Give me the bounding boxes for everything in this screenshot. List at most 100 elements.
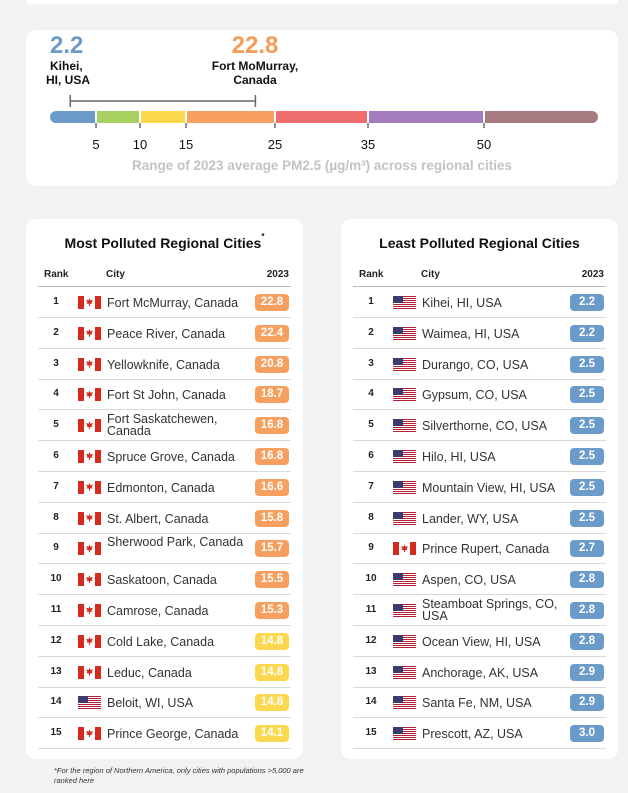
- table-row: 2 Waimea, HI, USA 2.2: [353, 318, 606, 349]
- pm25-value-badge: 2.5: [570, 448, 604, 465]
- scale-segment: [50, 111, 96, 123]
- pm25-value-badge: 16.8: [255, 448, 289, 465]
- most-polluted-title: Most Polluted Regional Cities*: [64, 232, 265, 251]
- table-row: 3 Durango, CO, USA 2.5: [353, 349, 606, 380]
- table-row: 12 Ocean View, HI, USA 2.8: [353, 626, 606, 657]
- table-row: 5 Silverthorne, CO, USA 2.5: [353, 410, 606, 442]
- city-cell: Waimea, HI, USA: [422, 326, 520, 341]
- table-row: 14 Santa Fe, NM, USA 2.9: [353, 687, 606, 719]
- usa-flag-icon: [393, 296, 416, 309]
- canada-flag-icon: [78, 388, 101, 402]
- city-cell: St. Albert, Canada: [107, 511, 209, 526]
- pm25-value-badge: 2.5: [570, 478, 604, 496]
- city-cell: Peace River, Canada: [107, 326, 226, 341]
- pm25-value-badge: 2.5: [570, 386, 604, 404]
- canada-flag-icon: [78, 511, 101, 525]
- usa-flag-icon: [393, 604, 416, 617]
- canada-flag-icon: [78, 634, 101, 648]
- range-max-value: 22.8: [232, 32, 279, 59]
- city-cell: Aspen, CO, USA: [422, 573, 516, 588]
- rank-cell: 7: [53, 480, 59, 492]
- scale-bar: [50, 111, 598, 123]
- table-row: 4 Fort St John, Canada 18.7: [38, 379, 291, 411]
- rank-cell: 8: [368, 511, 374, 523]
- rank-cell: 5: [53, 419, 59, 431]
- rank-cell: 9: [368, 542, 374, 554]
- city-cell: Gypsum, CO, USA: [422, 388, 527, 403]
- pm25-value-badge: 16.8: [255, 417, 289, 435]
- rank-cell: 6: [368, 450, 374, 461]
- scale-segment: [96, 111, 140, 123]
- city-cell: Hilo, HI, USA: [422, 450, 496, 464]
- scale-segment: [186, 111, 275, 123]
- city-cell: Durango, CO, USA: [422, 357, 529, 372]
- usa-flag-icon: [393, 665, 416, 679]
- usa-flag-icon: [393, 634, 416, 648]
- rank-cell: 8: [53, 511, 59, 523]
- table-row: 2 Peace River, Canada 22.4: [38, 318, 291, 349]
- city-cell: Prince Rupert, Canada: [422, 542, 550, 557]
- rank-cell: 12: [50, 634, 62, 646]
- canada-flag-icon: [78, 573, 101, 587]
- scale-tick-label: 35: [361, 137, 375, 152]
- range-min-value: 2.2: [50, 32, 83, 59]
- rank-cell: 13: [365, 665, 377, 677]
- year-header: 2023: [581, 269, 604, 280]
- table-row: 3 Yellowknife, Canada 20.8: [38, 349, 291, 380]
- pm25-value-badge: 22.4: [255, 324, 289, 342]
- city-cell: Beloit, WI, USA: [107, 696, 194, 711]
- rank-cell: 15: [50, 727, 62, 739]
- rank-cell: 15: [365, 727, 377, 739]
- city-cell: Cold Lake, Canada: [107, 634, 215, 649]
- table-row: 1 Kihei, HI, USA 2.2: [353, 287, 606, 318]
- rank-cell: 14: [365, 696, 377, 708]
- table-row: 5 Fort Saskatchewen, Canada 16.8: [38, 410, 291, 442]
- range-max-city: Fort MoMurray,: [212, 59, 298, 73]
- table-row: 9 Prince Rupert, Canada 2.7: [353, 533, 606, 565]
- table-row: 7 Edmonton, Canada 16.6: [38, 472, 291, 503]
- city-cell: Saskatoon, Canada: [107, 573, 217, 588]
- header-divider: [38, 286, 291, 287]
- pm25-value-badge: 2.9: [570, 694, 604, 712]
- table-row: 10 Aspen, CO, USA 2.8: [353, 564, 606, 596]
- canada-flag-icon: [78, 357, 101, 371]
- most-polluted-card: Most Polluted Regional Cities* Rank City…: [26, 219, 303, 759]
- canada-flag-icon: [78, 326, 101, 340]
- canada-flag-icon: [78, 604, 101, 617]
- rank-cell: 10: [50, 573, 62, 585]
- city-cell: Spruce Grove, Canada: [107, 450, 235, 464]
- table-row: 8 St. Albert, Canada 15.8: [38, 503, 291, 534]
- city-cell: Santa Fe, NM, USA: [422, 696, 532, 711]
- table-row: 9 Sherwood Park, Canada 15.7: [38, 533, 291, 565]
- pm25-value-badge: 20.8: [255, 355, 289, 373]
- usa-flag-icon: [393, 450, 416, 463]
- pm25-value-badge: 2.8: [570, 632, 604, 650]
- rank-cell: 1: [368, 296, 374, 307]
- pm25-value-badge: 2.8: [570, 571, 604, 589]
- city-cell: Fort Saskatchewen, Canada: [107, 412, 218, 439]
- city-cell: Kihei, HI, USA: [422, 296, 502, 310]
- table-row: 15 Prescott, AZ, USA 3.0: [353, 718, 606, 750]
- usa-flag-icon: [393, 511, 416, 525]
- pm25-value-badge: 2.9: [570, 663, 604, 681]
- rank-cell: 11: [50, 604, 62, 615]
- canada-flag-icon: [78, 450, 101, 463]
- rank-header: Rank: [359, 269, 384, 280]
- city-cell: Ocean View, HI, USA: [422, 634, 541, 649]
- rank-cell: 6: [53, 450, 59, 461]
- scale-tick-label: 25: [268, 137, 282, 152]
- scale-tick-label: 50: [477, 137, 491, 152]
- table-row: 11 Steamboat Springs, CO, USA 2.8: [353, 595, 606, 626]
- rank-cell: 13: [50, 665, 62, 677]
- pm25-range-card: 5 10 15 25 35 50 2.2 Kihei, HI, USA 22.8 Fort MoMu…: [26, 30, 618, 186]
- pm25-value-badge: 2.2: [570, 294, 604, 311]
- pm25-value-badge: 14.1: [255, 725, 289, 743]
- most-polluted-header: Rank City 2023: [26, 269, 303, 283]
- pm25-value-badge: 2.5: [570, 509, 604, 527]
- table-row: 1 Fort McMurray, Canada 22.8: [38, 287, 291, 318]
- city-cell: Fort St John, Canada: [107, 388, 226, 403]
- usa-flag-icon: [393, 419, 416, 433]
- pm25-value-badge: 15.8: [255, 509, 289, 527]
- canada-flag-icon: [78, 480, 101, 494]
- canada-flag-icon: [393, 542, 416, 556]
